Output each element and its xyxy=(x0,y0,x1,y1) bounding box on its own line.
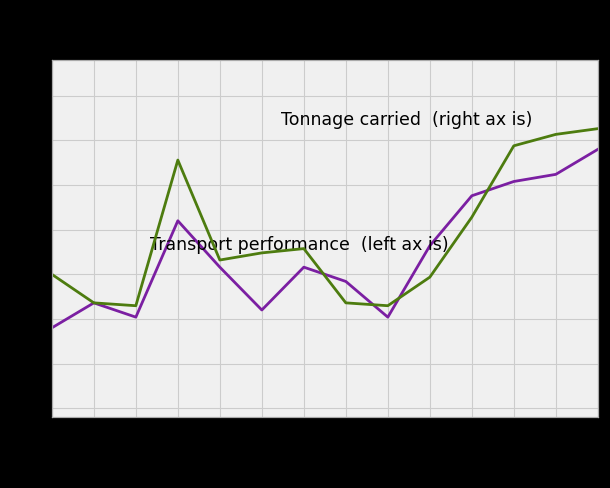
Text: Tonnage carried  (right ax is): Tonnage carried (right ax is) xyxy=(281,111,533,129)
Text: Transport performance  (left ax is): Transport performance (left ax is) xyxy=(150,236,449,254)
